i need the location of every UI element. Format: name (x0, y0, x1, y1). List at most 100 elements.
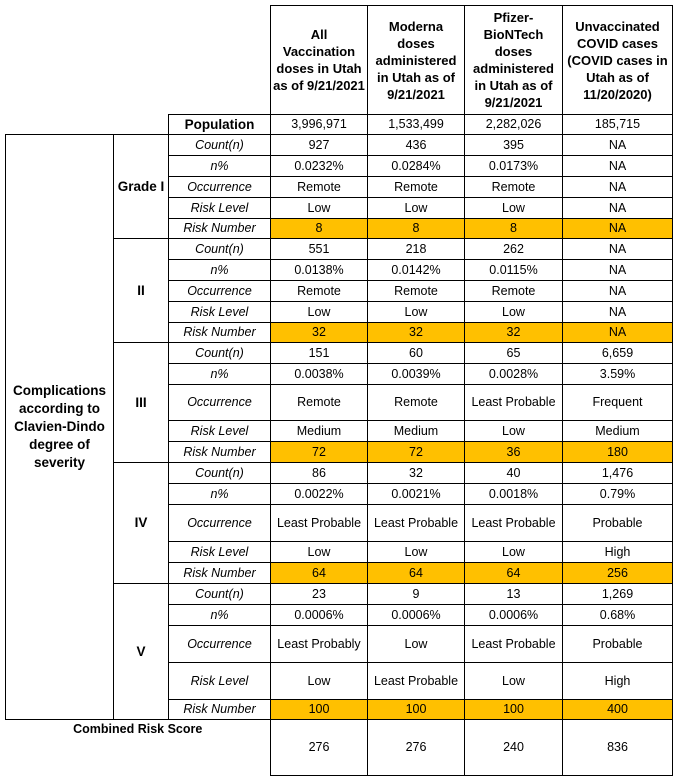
risk-table: All Vaccination doses in Utah as of 9/21… (5, 5, 673, 776)
cell-value: High (562, 662, 673, 700)
header-blank (6, 6, 271, 115)
cell-value: 65 (464, 342, 563, 364)
population-row: Population 3,996,971 1,533,499 2,282,026… (6, 114, 673, 135)
cell-value: Low (464, 420, 563, 442)
cell-value: Remote (367, 280, 465, 302)
cell-value: 72 (270, 441, 368, 463)
cell-value: 32 (464, 322, 563, 343)
grade-row-risk-level: Risk Level Low Low Low NA (6, 197, 673, 219)
population-value: 185,715 (562, 114, 673, 135)
cell-value: 64 (367, 562, 465, 584)
cell-value: Probable (562, 625, 673, 663)
cell-value: 32 (270, 322, 368, 343)
column-header: Pfizer-BioNTech doses administered in Ut… (464, 5, 563, 115)
cell-value: Least Probable (464, 504, 563, 542)
grade-row-occurrence: Occurrence Remote Remote Remote NA (6, 280, 673, 302)
population-value: 1,533,499 (367, 114, 465, 135)
cell-value: 9 (367, 583, 465, 605)
row-label: Count(n) (168, 342, 271, 364)
cell-value: NA (562, 155, 673, 177)
row-label: Occurrence (168, 280, 271, 302)
combined-value: 276 (367, 719, 465, 776)
cell-value: 0.68% (562, 604, 673, 626)
cell-value: 0.0284% (367, 155, 465, 177)
combined-value: 276 (270, 719, 368, 776)
row-label: n% (168, 363, 271, 385)
combined-row: Combined Risk Score 276 276 240 836 (5, 719, 673, 776)
cell-value: 0.0142% (367, 259, 465, 281)
cell-value: 86 (270, 462, 368, 484)
cell-value: 8 (367, 218, 465, 239)
cell-value: 64 (270, 562, 368, 584)
cell-value: 262 (464, 238, 563, 260)
cell-value: 100 (464, 699, 563, 720)
row-label: Risk Level (168, 541, 271, 563)
cell-value: High (562, 541, 673, 563)
cell-value: Low (270, 541, 368, 563)
cell-value: NA (562, 238, 673, 260)
grade-row-risk-number: Risk Number 72 72 36 180 (6, 441, 673, 463)
cell-value: 0.0115% (464, 259, 563, 281)
column-header: All Vaccination doses in Utah as of 9/21… (270, 5, 368, 115)
row-label: Occurrence (168, 384, 271, 421)
grade-row-count: II Count(n) 551 218 262 NA (6, 238, 673, 343)
cell-value: 32 (367, 322, 465, 343)
cell-value: 400 (562, 699, 673, 720)
cell-value: 0.79% (562, 483, 673, 505)
cell-value: 0.0006% (464, 604, 563, 626)
cell-value: Remote (464, 280, 563, 302)
grade-row-risk-number: Risk Number 100 100 100 400 (6, 699, 673, 720)
cell-value: 8 (270, 218, 368, 239)
cell-value: 64 (464, 562, 563, 584)
cell-value: 0.0038% (270, 363, 368, 385)
combined-value: 240 (464, 719, 563, 776)
row-label: Risk Level (168, 420, 271, 442)
population-blank (6, 115, 169, 135)
cell-value: 218 (367, 238, 465, 260)
combined-label: Combined Risk Score (5, 719, 271, 776)
cell-value: Low (464, 301, 563, 323)
combined-value: 836 (562, 719, 673, 776)
row-label: Count(n) (168, 583, 271, 605)
cell-value: 36 (464, 441, 563, 463)
cell-value: 0.0006% (270, 604, 368, 626)
grade-row-percent: n% 0.0006% 0.0006% 0.0006% 0.68% (6, 604, 673, 626)
cell-value: 23 (270, 583, 368, 605)
cell-value: 256 (562, 562, 673, 584)
cell-value: Remote (367, 176, 465, 198)
grade-label: V (113, 583, 169, 720)
cell-value: 32 (367, 462, 465, 484)
cell-value: 0.0138% (270, 259, 368, 281)
grade-label: III (113, 342, 169, 463)
population-value: 2,282,026 (464, 114, 563, 135)
grade-label: II (113, 238, 169, 343)
cell-value: NA (562, 134, 673, 156)
row-label: n% (168, 259, 271, 281)
cell-value: Least Probable (464, 625, 563, 663)
cell-value: 180 (562, 441, 673, 463)
cell-value: Remote (464, 176, 563, 198)
cell-value: 1,476 (562, 462, 673, 484)
cell-value: 100 (367, 699, 465, 720)
cell-value: Remote (270, 384, 368, 421)
row-label: Risk Number (168, 699, 271, 720)
cell-value: 100 (270, 699, 368, 720)
cell-value: Low (367, 625, 465, 663)
cell-value: 0.0232% (270, 155, 368, 177)
cell-value: Least Probable (270, 504, 368, 542)
cell-value: 0.0039% (367, 363, 465, 385)
row-label: Count(n) (168, 134, 271, 156)
cell-value: NA (562, 280, 673, 302)
cell-value: 436 (367, 134, 465, 156)
row-label: Risk Level (168, 662, 271, 700)
cell-value: Low (464, 541, 563, 563)
cell-value: Low (270, 662, 368, 700)
cell-value: NA (562, 218, 673, 239)
cell-value: 0.0018% (464, 483, 563, 505)
cell-value: Low (367, 541, 465, 563)
row-label: n% (168, 604, 271, 626)
grade-label: IV (113, 462, 169, 584)
cell-value: NA (562, 322, 673, 343)
cell-value: 395 (464, 134, 563, 156)
row-label: n% (168, 483, 271, 505)
